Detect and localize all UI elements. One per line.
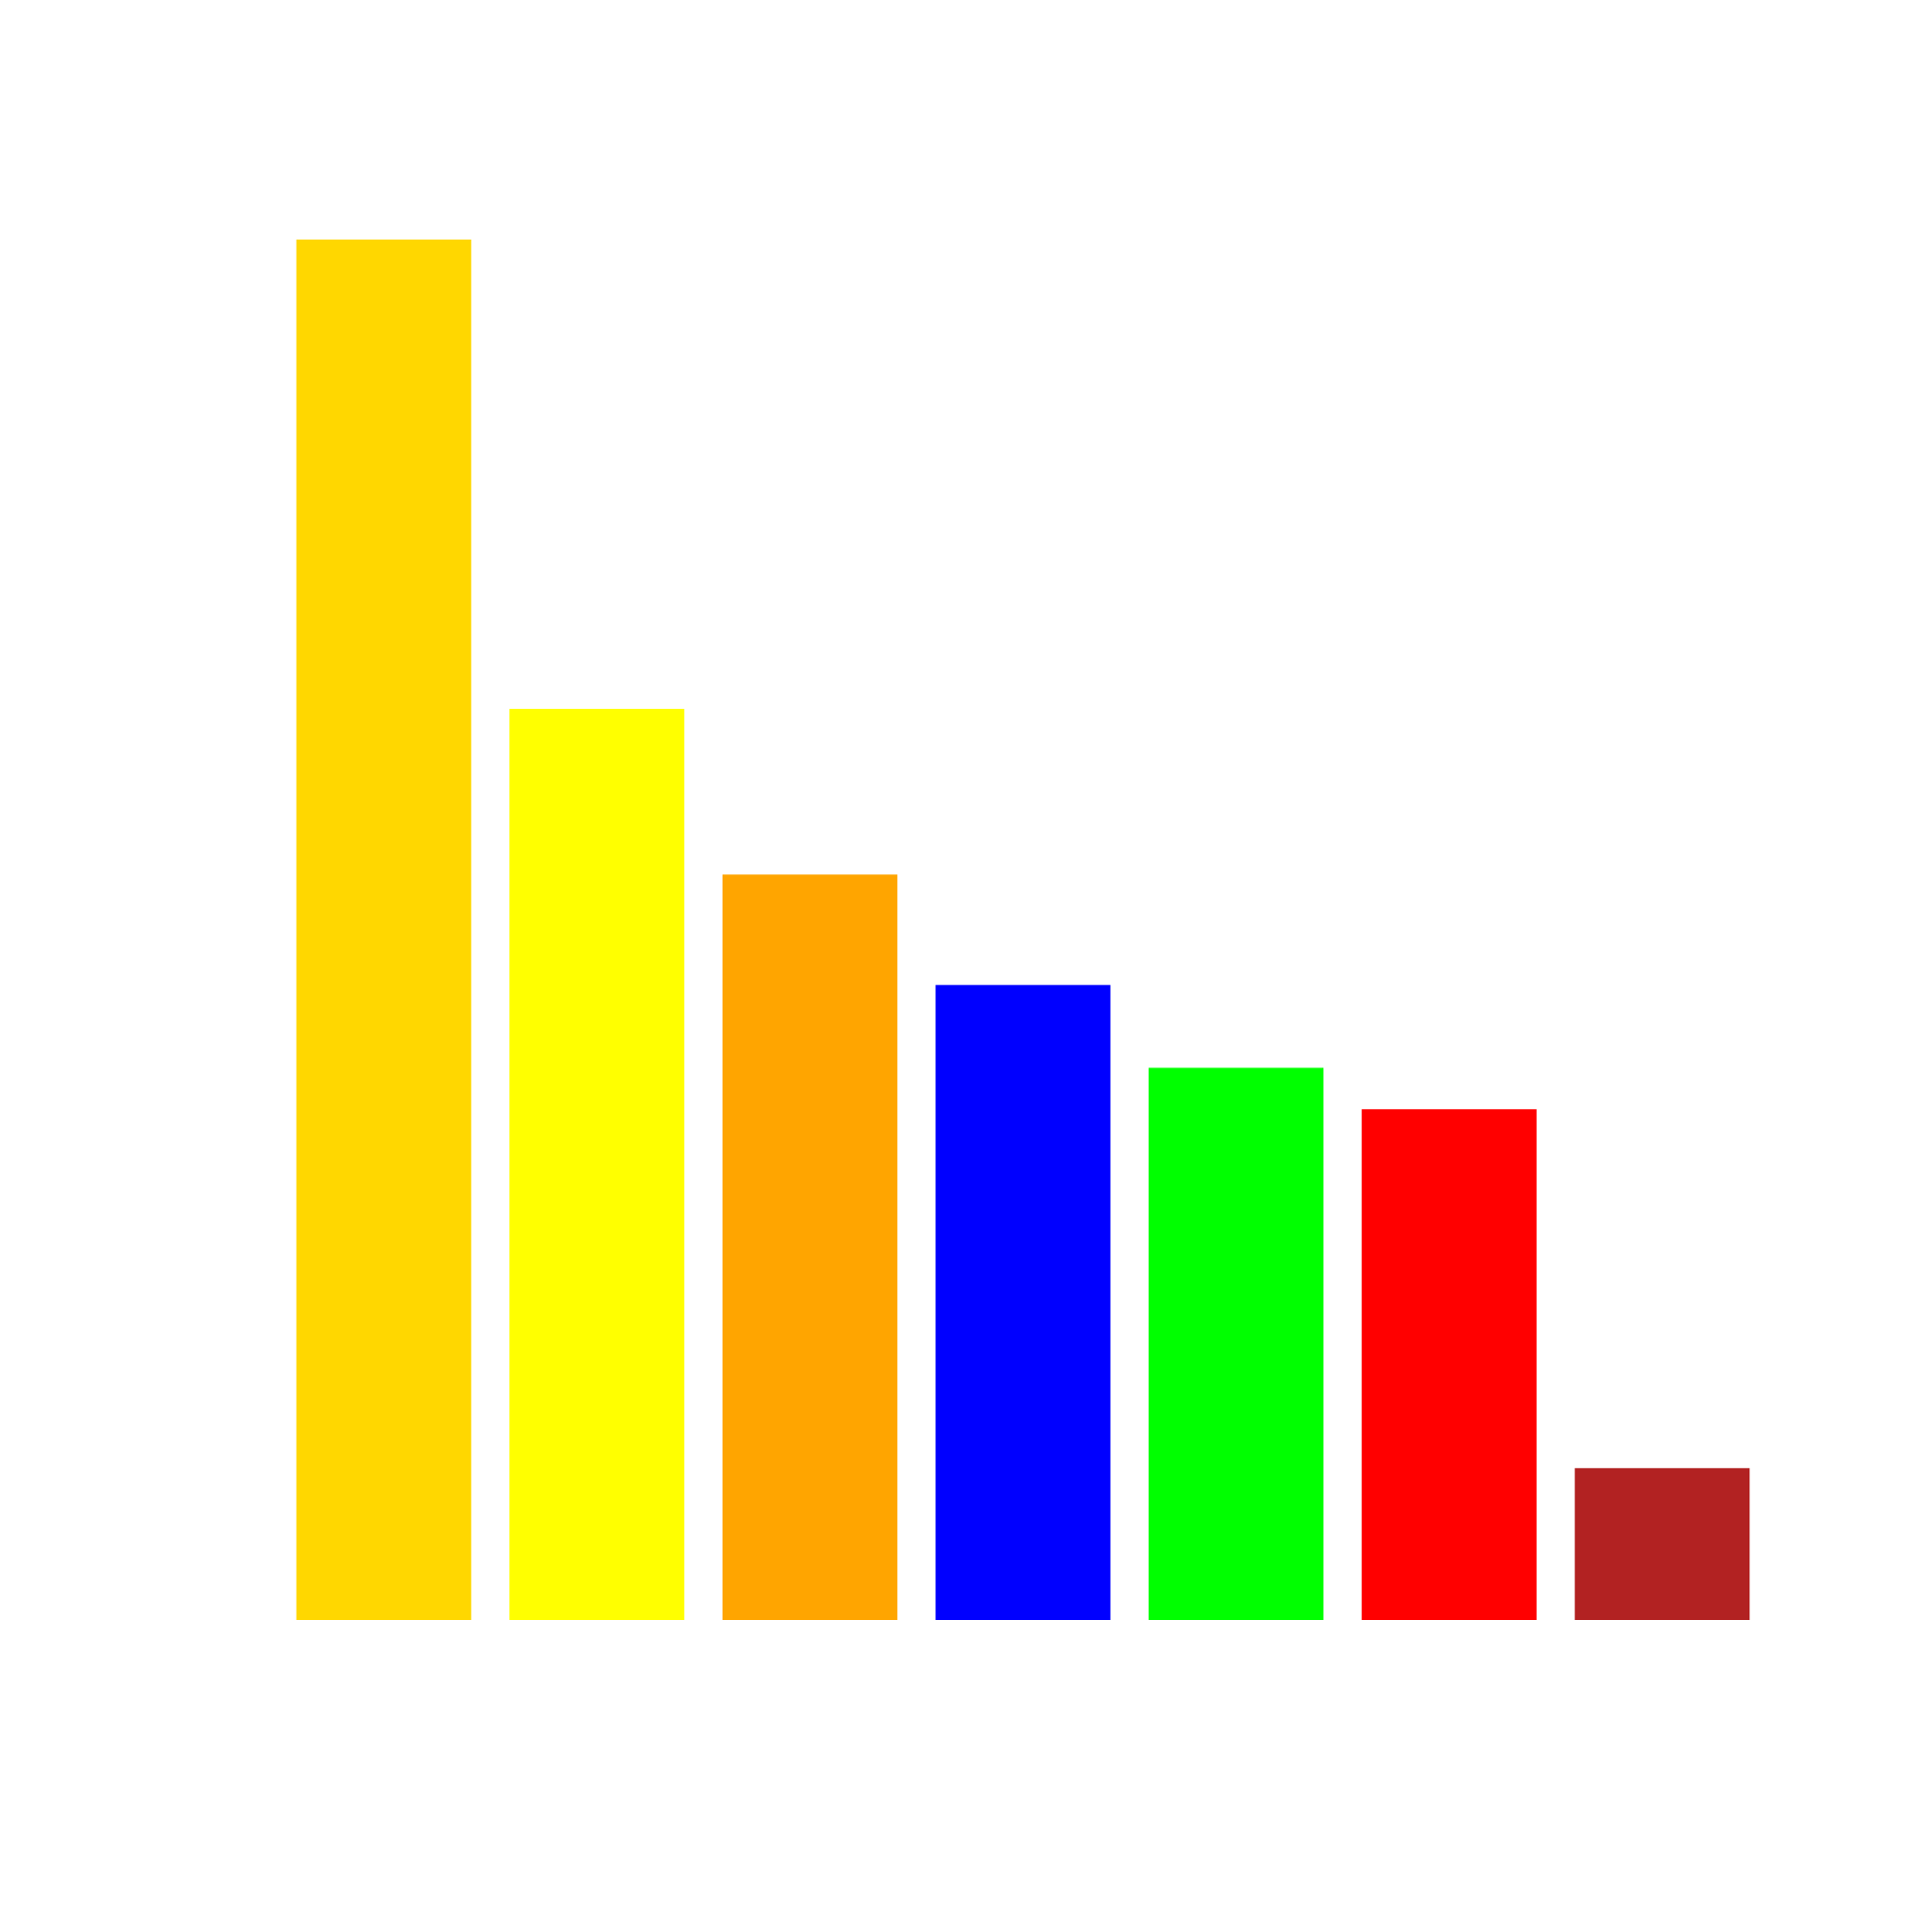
bar bbox=[1361, 1109, 1537, 1620]
bar bbox=[1575, 1467, 1750, 1620]
bar bbox=[722, 874, 897, 1620]
bar bbox=[296, 240, 471, 1620]
bar bbox=[509, 708, 685, 1620]
bar bbox=[935, 984, 1111, 1620]
bar bbox=[1149, 1067, 1324, 1620]
